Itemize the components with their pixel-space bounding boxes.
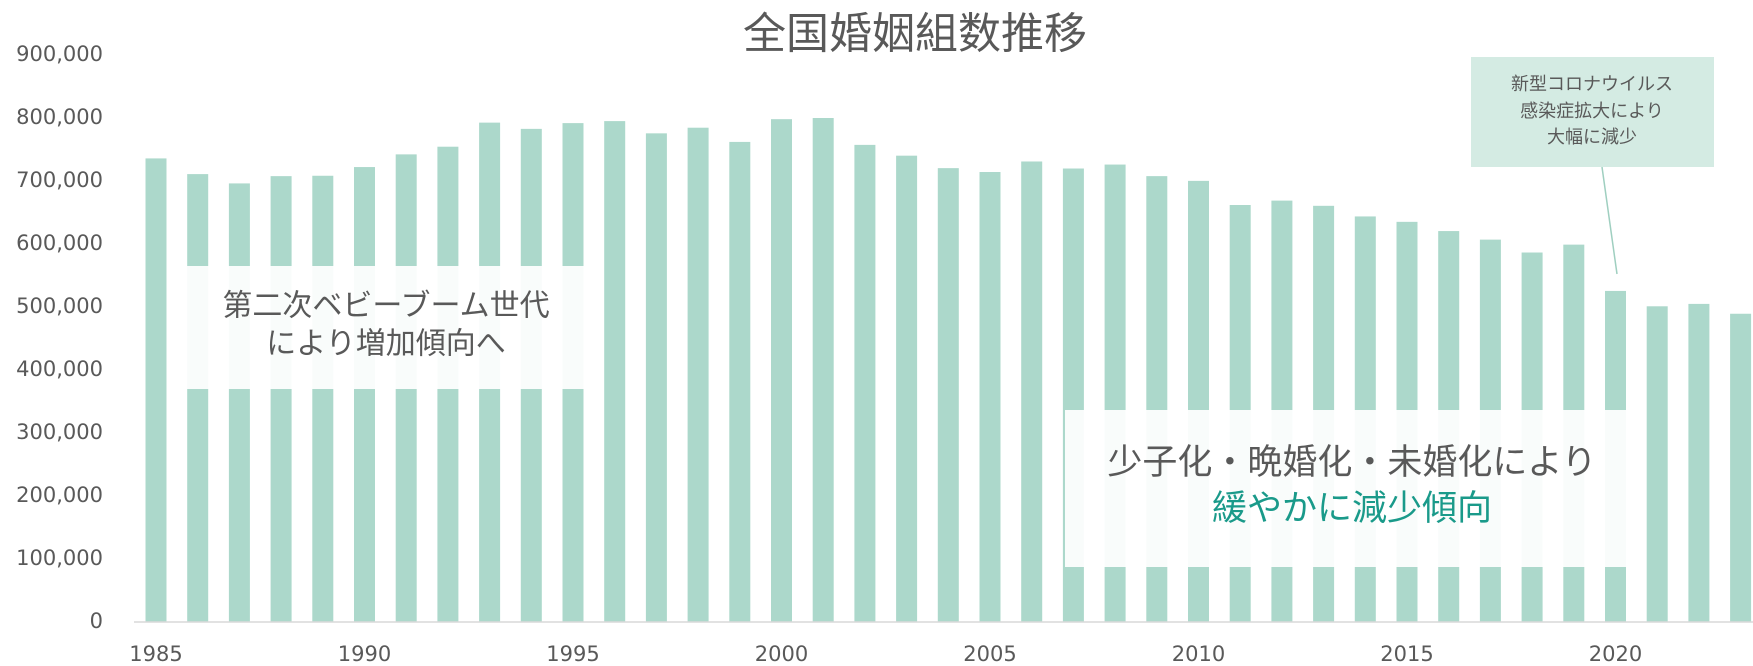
bar: [312, 175, 334, 622]
annotation-box: [187, 266, 584, 389]
y-tick-label: 400,000: [16, 357, 103, 381]
callout-box: [1471, 57, 1714, 167]
x-tick-label: 1990: [338, 642, 391, 666]
bar: [270, 176, 292, 622]
bar: [1021, 161, 1043, 622]
bar: [729, 141, 751, 622]
y-tick-label: 700,000: [16, 168, 103, 192]
bar: [604, 121, 626, 622]
bar: [854, 144, 876, 622]
bar: [354, 167, 375, 623]
x-tick-label: 2020: [1589, 642, 1642, 666]
x-tick-label: 2015: [1380, 642, 1433, 666]
x-tick-label: 2000: [755, 642, 808, 666]
bar: [645, 133, 667, 622]
bar: [1730, 313, 1752, 622]
bar: [812, 118, 834, 622]
annotations: 第二次ベビーブーム世代 により増加傾向へ 少子化・晩婚化・未婚化により 緩やかに…: [187, 57, 1714, 567]
bar: [771, 119, 792, 622]
y-tick-label: 900,000: [16, 42, 103, 66]
callout-line: [1601, 166, 1618, 275]
annotation-text: 感染症拡大により: [1520, 101, 1664, 122]
y-tick-label: 300,000: [16, 420, 103, 444]
y-tick-label: 500,000: [16, 294, 103, 318]
bar: [1646, 306, 1668, 622]
annotation-text: により増加傾向へ: [266, 327, 505, 362]
bar: [1688, 303, 1710, 622]
x-tick-label: 2010: [1172, 642, 1225, 666]
bar: [687, 127, 709, 623]
bar: [187, 174, 209, 622]
bar: [979, 172, 1001, 622]
annotation-text: 緩やかに減少傾向: [1212, 489, 1492, 529]
annotation-box: [1065, 410, 1627, 567]
annotation-text: 新型コロナウイルス: [1511, 74, 1673, 95]
annotation-text: 大幅に減少: [1547, 127, 1637, 148]
bar: [145, 158, 167, 623]
x-tick-label: 1985: [129, 642, 182, 666]
bar: [937, 168, 959, 622]
y-tick-label: 200,000: [16, 483, 103, 507]
bar: [896, 155, 918, 622]
y-tick-label: 100,000: [16, 546, 103, 570]
annotation-text: 第二次ベビーブーム世代: [222, 289, 549, 324]
x-tick-label: 1995: [546, 642, 599, 666]
y-tick-label: 0: [90, 609, 103, 633]
y-tick-label: 800,000: [16, 105, 103, 129]
bar: [228, 183, 250, 622]
annotation-text: 少子化・晩婚化・未婚化により: [1107, 443, 1596, 483]
y-tick-label: 600,000: [16, 231, 103, 255]
chart-title: 全国婚姻組数推移: [743, 10, 1087, 60]
x-tick-label: 2005: [963, 642, 1016, 666]
